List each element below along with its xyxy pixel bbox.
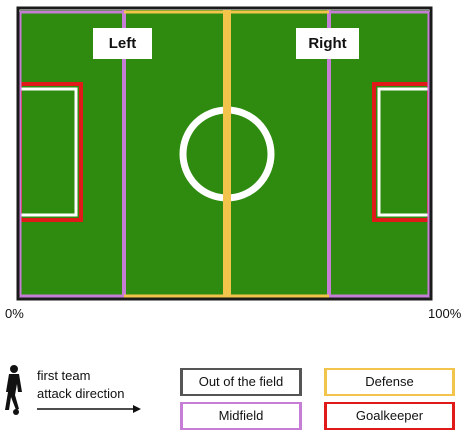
right-side-label: Right bbox=[296, 28, 359, 59]
attack-direction-line1: first team bbox=[37, 368, 91, 383]
center-defense-line bbox=[223, 10, 231, 297]
arrow-head-icon bbox=[133, 405, 141, 413]
left-side-label: Left bbox=[93, 28, 152, 59]
player-running-icon bbox=[5, 365, 22, 415]
legend-defense-label: Defense bbox=[327, 370, 452, 394]
attack-direction-text: first team attack direction bbox=[37, 367, 124, 403]
legend-out-of-field-label: Out of the field bbox=[183, 370, 299, 394]
attack-direction-line2: attack direction bbox=[37, 386, 125, 401]
out-of-field-border bbox=[16, 6, 433, 301]
start-percent-label: 0% bbox=[5, 306, 24, 321]
legend-goalkeeper-label: Goalkeeper bbox=[327, 404, 452, 428]
end-percent-label: 100% bbox=[428, 306, 462, 321]
legend-midfield-label: Midfield bbox=[183, 404, 299, 428]
